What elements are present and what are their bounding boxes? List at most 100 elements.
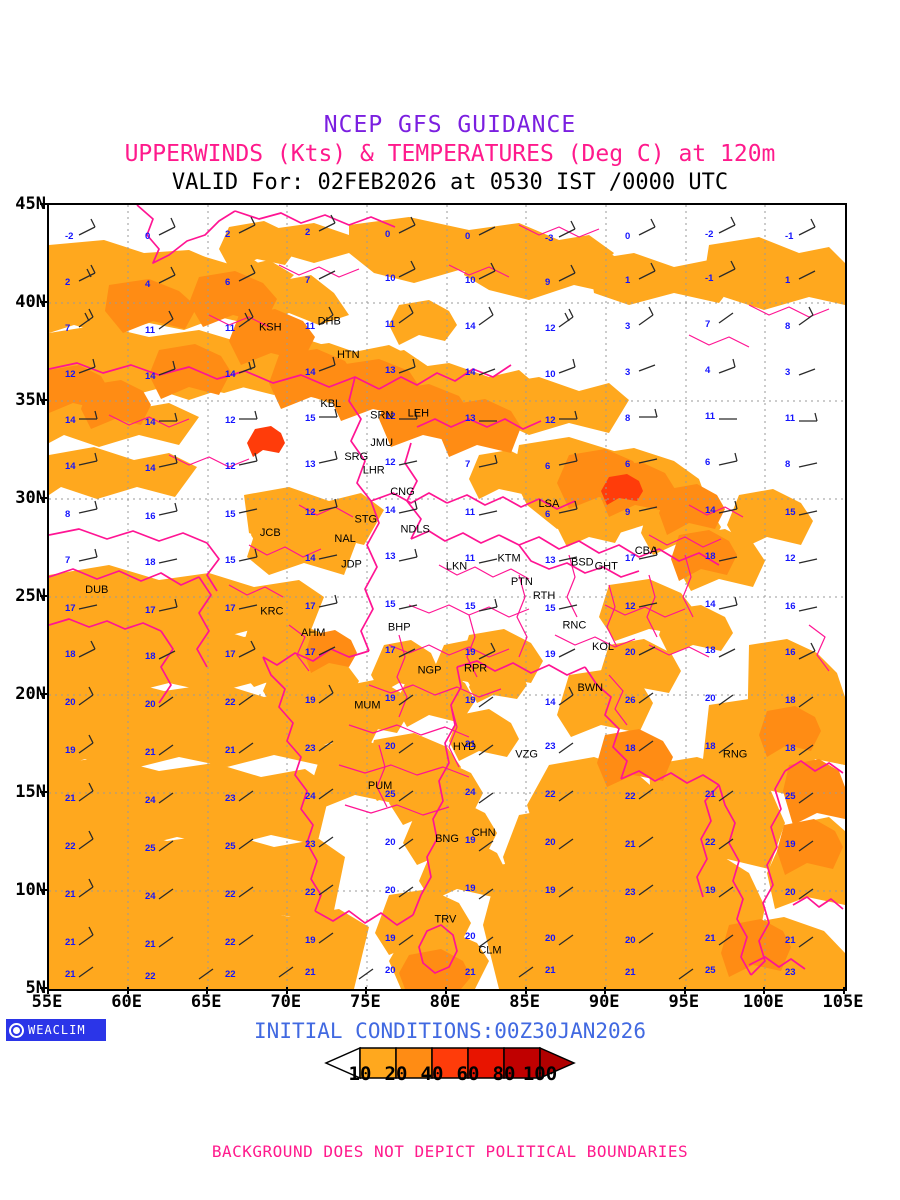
svg-text:14: 14	[385, 505, 396, 516]
svg-text:16: 16	[145, 511, 156, 522]
svg-text:19: 19	[465, 647, 476, 658]
svg-text:23: 23	[545, 741, 556, 752]
svg-text:23: 23	[225, 793, 236, 804]
svg-text:0: 0	[625, 231, 630, 242]
svg-text:18: 18	[705, 741, 716, 752]
x-tick-mark	[285, 987, 288, 994]
svg-text:20: 20	[385, 837, 396, 848]
svg-text:15: 15	[465, 601, 476, 612]
circle-logo-icon	[9, 1022, 24, 1038]
svg-text:-3: -3	[545, 233, 553, 244]
x-axis-tick-85E: 85E	[509, 992, 540, 1012]
title-line-2: UPPERWINDS (Kts) & TEMPERATURES (Deg C) …	[124, 141, 776, 167]
svg-text:25: 25	[785, 791, 796, 802]
svg-text:16: 16	[785, 601, 796, 612]
svg-text:11: 11	[385, 319, 396, 330]
colorbar-tick-labels: 10 20 40 60 80 100	[0, 1063, 900, 1087]
city-label-ndls: NDLS	[400, 523, 429, 535]
svg-text:14: 14	[145, 371, 156, 382]
svg-text:1: 1	[785, 275, 791, 286]
svg-text:21: 21	[145, 939, 156, 950]
city-label-cba: CBA	[635, 545, 658, 557]
svg-text:12: 12	[65, 369, 76, 380]
svg-text:12: 12	[225, 415, 236, 426]
x-axis-tick-70E: 70E	[270, 992, 302, 1012]
x-tick-mark	[365, 987, 368, 994]
svg-text:3: 3	[625, 367, 630, 378]
x-tick-mark	[683, 987, 686, 994]
city-label-dhb: DHB	[318, 316, 341, 328]
svg-text:14: 14	[705, 505, 716, 516]
svg-text:6: 6	[545, 461, 550, 472]
svg-text:14: 14	[305, 553, 316, 564]
svg-text:19: 19	[385, 933, 396, 944]
svg-text:12: 12	[225, 461, 236, 472]
svg-text:4: 4	[145, 279, 151, 290]
city-label-bhp: BHP	[388, 621, 411, 633]
svg-text:24: 24	[145, 891, 156, 902]
svg-text:1: 1	[625, 275, 631, 286]
title-line-1: NCEP GFS GUIDANCE	[323, 112, 577, 138]
city-label-ahm: AHM	[301, 627, 325, 639]
svg-text:7: 7	[305, 275, 310, 286]
svg-text:24: 24	[305, 791, 316, 802]
svg-text:15: 15	[545, 603, 556, 614]
city-label-krc: KRC	[260, 606, 283, 618]
colorbar-label-40: 40	[420, 1063, 444, 1085]
svg-text:23: 23	[625, 887, 636, 898]
svg-text:23: 23	[785, 967, 796, 978]
svg-text:17: 17	[145, 605, 156, 616]
x-axis-tick-90E: 90E	[588, 992, 620, 1012]
svg-text:20: 20	[705, 693, 716, 704]
svg-text:24: 24	[145, 795, 156, 806]
svg-text:13: 13	[465, 413, 476, 424]
weaclim-label: WEACLIM	[28, 1023, 86, 1037]
svg-text:8: 8	[785, 321, 790, 332]
city-label-cng: CNG	[390, 486, 414, 498]
city-label-trv: TRV	[435, 913, 457, 925]
city-label-clm: CLM	[478, 945, 501, 957]
x-tick-mark	[604, 987, 607, 994]
country-borders	[49, 205, 844, 976]
svg-text:22: 22	[65, 841, 76, 852]
svg-text:17: 17	[625, 553, 636, 564]
wind-barbs	[78, 214, 818, 980]
y-tick-mark	[40, 791, 47, 793]
svg-text:7: 7	[65, 555, 70, 566]
svg-text:3: 3	[785, 367, 790, 378]
disclaimer-text: BACKGROUND DOES NOT DEPICT POLITICAL BOU…	[211, 1142, 689, 1161]
x-axis-tick-60E: 60E	[111, 992, 142, 1012]
svg-text:22: 22	[225, 889, 236, 900]
svg-text:19: 19	[385, 693, 396, 704]
svg-text:18: 18	[145, 651, 156, 662]
colorbar-swatches	[324, 1046, 576, 1080]
city-label-rth: RTH	[533, 590, 555, 602]
city-label-jdp: JDP	[341, 559, 362, 571]
svg-text:25: 25	[145, 843, 156, 854]
svg-text:15: 15	[785, 507, 796, 518]
y-tick-mark	[40, 595, 47, 597]
svg-text:2: 2	[305, 227, 310, 238]
weaclim-logo-badge[interactable]: WEACLIM	[6, 1019, 106, 1041]
city-label-ksh: KSH	[259, 321, 282, 333]
svg-text:20: 20	[385, 885, 396, 896]
city-label-kbl: KBL	[320, 398, 341, 410]
city-label-leh: LEH	[408, 408, 429, 420]
svg-text:14: 14	[465, 321, 476, 332]
svg-text:22: 22	[305, 887, 316, 898]
svg-text:2: 2	[65, 277, 70, 288]
svg-text:17: 17	[305, 647, 316, 658]
city-label-rng: RNG	[723, 749, 747, 761]
x-axis-tick-105E: 105E	[822, 992, 864, 1012]
city-label-rnc: RNC	[562, 619, 586, 631]
svg-text:21: 21	[65, 937, 76, 948]
x-axis-tick-55E: 55E	[31, 992, 63, 1012]
city-label-htn: HTN	[337, 349, 360, 361]
svg-text:17: 17	[385, 645, 396, 656]
svg-text:14: 14	[465, 367, 476, 378]
svg-text:25: 25	[385, 789, 396, 800]
svg-text:21: 21	[65, 889, 76, 900]
svg-text:19: 19	[545, 649, 556, 660]
